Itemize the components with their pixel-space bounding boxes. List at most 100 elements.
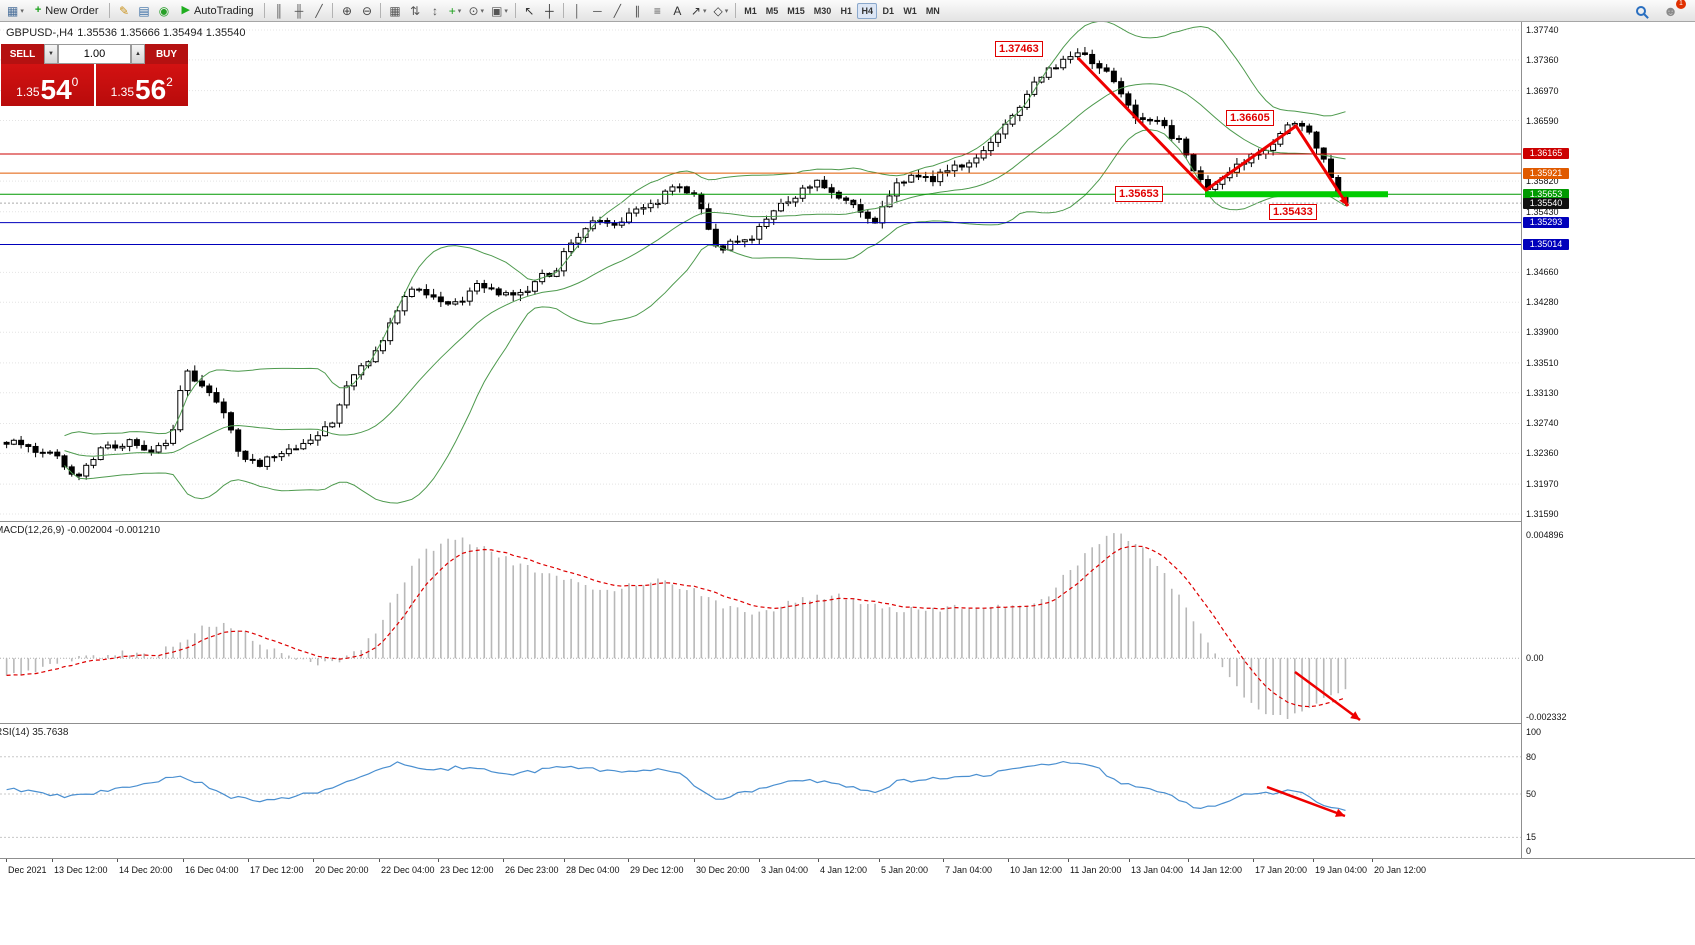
cursor-icon[interactable]: ↖ bbox=[520, 2, 539, 20]
text-icon[interactable]: A bbox=[668, 2, 687, 20]
timeframe-d1[interactable]: D1 bbox=[882, 5, 895, 16]
candle-wicks bbox=[6, 46, 1346, 481]
timeframe-m5[interactable]: M5 bbox=[765, 5, 779, 16]
price-axis-label: 1.34660 bbox=[1526, 267, 1559, 277]
templates-icon[interactable]: ▣ ▾ bbox=[488, 2, 511, 20]
track-chart-icon[interactable]: ↕ bbox=[425, 2, 444, 20]
price-annotation[interactable]: 1.35653 bbox=[1115, 186, 1163, 202]
support-zone-line[interactable] bbox=[1205, 191, 1388, 198]
rsi-axis-label: 100 bbox=[1526, 727, 1542, 737]
zoom-in-icon[interactable]: ⊕ bbox=[337, 2, 356, 20]
magnifier-icon bbox=[1635, 5, 1646, 16]
time-axis-label: 22 Dec 04:00 bbox=[381, 865, 435, 875]
terminal-icon[interactable]: ▤ bbox=[134, 2, 153, 20]
time-axis-label: 14 Jan 12:00 bbox=[1190, 865, 1243, 875]
price-annotation[interactable]: 1.37463 bbox=[995, 41, 1043, 57]
auto-arrange-icon[interactable]: ⇅ bbox=[405, 2, 424, 20]
trendline-icon[interactable]: ╱ bbox=[608, 2, 627, 20]
new-order-button[interactable]: + New Order bbox=[28, 2, 106, 20]
price-axis[interactable]: 1.37740 1.37360 1.36970 1.36590 1.35820 1.354… bbox=[1521, 22, 1695, 858]
shapes-icon[interactable]: ◇ ▾ bbox=[711, 2, 732, 20]
account-icon[interactable]: ☻ 1 bbox=[1660, 0, 1686, 20]
line-chart-icon[interactable]: ╱ bbox=[309, 2, 328, 20]
time-axis[interactable]: Dec 2021 13 Dec 12:00 14 Dec 20:00 16 Dec 0… bbox=[0, 858, 1695, 880]
timeframe-m30[interactable]: M30 bbox=[813, 5, 832, 16]
timeframe-m15[interactable]: M15 bbox=[787, 5, 805, 16]
arrowhead-icon bbox=[1350, 711, 1360, 720]
metaeditor-icon[interactable]: ✎ bbox=[114, 2, 133, 20]
sell-button[interactable]: SELL bbox=[1, 44, 44, 64]
price-axis-label: 1.37740 bbox=[1526, 25, 1559, 35]
price-chart-canvas[interactable] bbox=[0, 22, 1521, 521]
trend-arrow[interactable] bbox=[1076, 56, 1350, 207]
panel-splitter[interactable] bbox=[0, 521, 1695, 522]
time-axis-label: 13 Dec 12:00 bbox=[54, 865, 108, 875]
chevron-down-icon: ▾ bbox=[20, 7, 24, 15]
time-axis-label: 23 Dec 12:00 bbox=[440, 865, 494, 875]
community-icon[interactable]: ◉ bbox=[154, 2, 173, 20]
price-annotation[interactable]: 1.35433 bbox=[1269, 204, 1317, 220]
timeframe-h4[interactable]: H4 bbox=[857, 2, 878, 19]
autotrading-button-label: AutoTrading bbox=[193, 4, 254, 17]
tile-windows-icon[interactable]: ▦ bbox=[385, 2, 404, 20]
fibonacci-icon[interactable]: ≡ bbox=[648, 2, 667, 20]
search-icon[interactable] bbox=[1631, 2, 1650, 20]
time-axis-label: 28 Dec 04:00 bbox=[566, 865, 620, 875]
new-chart-icon[interactable]: ▦ ▾ bbox=[4, 2, 27, 20]
volume-input[interactable] bbox=[58, 44, 131, 64]
user-icon: ☻ bbox=[1663, 2, 1678, 19]
arrows-tool-icon-glyph: ↗ bbox=[690, 3, 701, 18]
bid-price-button[interactable]: 1.35 54 0 bbox=[1, 64, 94, 106]
timeframe-m1[interactable]: M1 bbox=[744, 5, 757, 16]
macd-arrow[interactable] bbox=[1294, 670, 1361, 722]
bollinger-middle bbox=[64, 83, 1346, 457]
rsi-axis-label: 15 bbox=[1526, 832, 1537, 842]
chevron-down-icon: ▾ bbox=[724, 7, 729, 15]
timeframe-mn[interactable]: MN bbox=[925, 5, 940, 16]
panel-splitter[interactable] bbox=[0, 723, 1695, 724]
chevron-down-icon: ▾ bbox=[504, 7, 508, 15]
rsi-canvas[interactable] bbox=[0, 724, 1521, 858]
time-tick bbox=[943, 859, 944, 862]
crosshair-icon[interactable]: ┼ bbox=[540, 2, 559, 20]
price-axis-label: 1.36970 bbox=[1526, 86, 1559, 96]
autotrading-icon: ▶ bbox=[181, 4, 190, 16]
timeframe-h1[interactable]: H1 bbox=[840, 5, 853, 16]
arrows-tool-icon[interactable]: ↗ ▾ bbox=[688, 2, 710, 20]
bar-chart-icon[interactable]: ║ bbox=[269, 2, 288, 20]
autotrading-button[interactable]: ▶ AutoTrading bbox=[174, 2, 260, 20]
volume-down-button[interactable]: ▼ bbox=[44, 44, 58, 64]
timeframe-w1[interactable]: W1 bbox=[903, 5, 917, 16]
price-annotation[interactable]: 1.36605 bbox=[1226, 110, 1274, 126]
trendline-icon-glyph: ╱ bbox=[613, 3, 622, 18]
time-tick bbox=[1372, 859, 1373, 862]
new-window-icon[interactable]: + ▾ bbox=[445, 2, 464, 20]
horizontal-line-icon[interactable]: ─ bbox=[588, 2, 607, 20]
buy-button[interactable]: BUY bbox=[145, 44, 188, 64]
ask-price-big: 56 bbox=[135, 74, 167, 106]
zoom-out-icon[interactable]: ⊖ bbox=[357, 2, 376, 20]
price-axis-label: 1.32740 bbox=[1526, 418, 1559, 428]
candlestick-chart-icon[interactable]: ╫ bbox=[289, 2, 308, 20]
time-axis-label: 13 Jan 04:00 bbox=[1131, 865, 1184, 875]
rsi-arrow[interactable] bbox=[1266, 785, 1346, 818]
time-tick bbox=[759, 859, 760, 862]
level-price-tag: 1.35014 bbox=[1523, 239, 1569, 250]
price-axis-label: 1.33900 bbox=[1526, 327, 1559, 337]
ask-price-button[interactable]: 1.35 56 2 bbox=[95, 64, 188, 106]
vertical-line-icon[interactable]: │ bbox=[568, 2, 587, 20]
macd-canvas[interactable] bbox=[0, 522, 1521, 723]
new-order-icon: + bbox=[34, 4, 42, 16]
time-tick bbox=[1253, 859, 1254, 862]
chevron-up-icon: ▲ bbox=[135, 51, 141, 57]
chevron-down-icon: ▾ bbox=[480, 7, 485, 15]
channel-icon[interactable]: ∥ bbox=[628, 2, 647, 20]
arrowhead-icon bbox=[1339, 196, 1348, 206]
volume-up-button[interactable]: ▲ bbox=[131, 44, 145, 64]
toolbar-separator bbox=[109, 3, 111, 18]
periods-icon[interactable]: ⊙ ▾ bbox=[465, 2, 487, 20]
level-price-tag: 1.35653 bbox=[1523, 189, 1569, 200]
terminal-icon-glyph: ▤ bbox=[138, 3, 150, 18]
macd-panel: MACD(12,26,9) -0.002004 -0.001210 bbox=[0, 522, 1521, 723]
